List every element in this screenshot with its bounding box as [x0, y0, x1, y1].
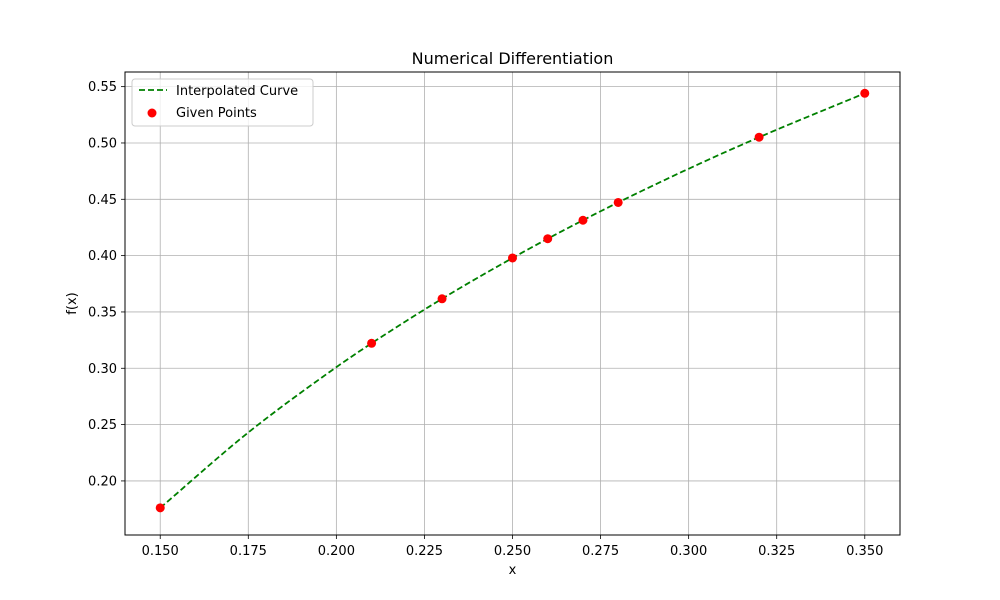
x-tick-label: 0.250 — [494, 544, 531, 559]
legend-point-swatch — [147, 108, 157, 118]
x-tick-label: 0.225 — [406, 544, 443, 559]
y-tick-label: 0.50 — [88, 136, 117, 151]
x-tick-label: 0.175 — [230, 544, 267, 559]
x-tick-label: 0.150 — [142, 544, 179, 559]
y-tick-label: 0.55 — [88, 80, 117, 95]
data-point — [754, 132, 764, 142]
x-axis-label: x — [509, 563, 517, 578]
grid — [125, 72, 900, 535]
y-tick-label: 0.25 — [88, 418, 117, 433]
x-tick-label: 0.325 — [758, 544, 795, 559]
legend-label-given-points: Given Points — [176, 106, 257, 121]
y-tick-label: 0.45 — [88, 193, 117, 208]
data-point — [613, 197, 623, 207]
y-tick-label: 0.20 — [88, 474, 117, 489]
x-tick-label: 0.350 — [846, 544, 883, 559]
x-tick-label: 0.200 — [318, 544, 355, 559]
legend-box — [131, 78, 314, 127]
legend-label-interpolated-curve: Interpolated Curve — [176, 84, 298, 99]
series-interpolated-curve — [159, 92, 866, 509]
data-point — [155, 503, 165, 513]
x-axis: 0.150 0.175 0.200 0.225 0.250 0.275 0.300 0.325… — [142, 535, 883, 559]
data-point — [508, 253, 517, 263]
y-tick-label: 0.30 — [88, 362, 117, 377]
y-tick-label: 0.35 — [88, 305, 117, 320]
x-tick-label: 0.275 — [582, 544, 619, 559]
data-point — [543, 234, 553, 244]
legend: Interpolated Curve Given Points — [131, 78, 314, 127]
series-given-points — [155, 88, 870, 513]
data-point — [367, 338, 377, 348]
data-point — [578, 215, 588, 225]
y-axis-label: f(x) — [65, 292, 80, 314]
y-tick-label: 0.40 — [88, 249, 117, 264]
interpolated-curve-line — [159, 92, 866, 509]
data-point — [860, 88, 870, 98]
data-point — [437, 294, 447, 304]
x-tick-label: 0.300 — [670, 544, 707, 559]
y-axis: 0.20 0.25 0.30 0.35 0.40 0.45 0.50 0.55 — [88, 80, 125, 489]
chart-title: Numerical Differentiation — [412, 49, 614, 68]
